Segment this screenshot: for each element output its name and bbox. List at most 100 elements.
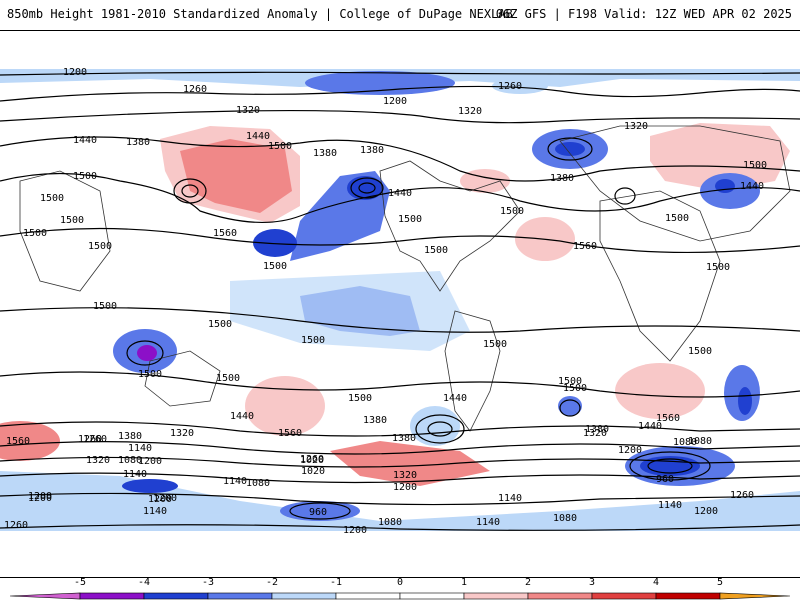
coastline (144, 350, 221, 407)
contour-label: 1320 (458, 106, 482, 117)
scale-segment (207, 592, 273, 600)
map-canvas: 1200 1260 1200 1260 1320 1440 1380 1500 … (0, 67, 800, 536)
anomaly-shade (650, 123, 790, 191)
contour-label: 1380 (585, 424, 609, 435)
contour-label: 1260 (78, 434, 102, 445)
contour-label: 960 (309, 507, 327, 518)
scale-segment (335, 592, 401, 600)
height-contour (289, 502, 351, 520)
scale-arrow-left (9, 592, 81, 600)
contour-label: 1560 (6, 436, 30, 447)
height-contour (629, 451, 711, 481)
scale-tick-label: 0 (397, 577, 403, 588)
anomaly-shade (330, 441, 490, 486)
color-scale-bar: -5 -4 -3 -2 -1 0 1 2 3 4 5 (0, 574, 800, 600)
coastline (444, 310, 501, 432)
scale-tick-label: 4 (653, 577, 659, 588)
height-contour (0, 227, 800, 254)
scale-tick-label: 2 (525, 577, 531, 588)
contour-label: 1140 (658, 500, 682, 511)
contour-label: 1500 (73, 171, 97, 182)
contour-label: 1140 (223, 476, 247, 487)
contour-label: 1500 (424, 245, 448, 256)
contour-label: 1140 (143, 506, 167, 517)
contour-label: 1260 (4, 520, 28, 531)
contour-label: 1200 (63, 67, 87, 78)
scale-segment (143, 592, 209, 600)
contour-label: 1320 (393, 470, 417, 481)
contour-label: 1500 (208, 319, 232, 330)
contour-label: 1380 (118, 431, 142, 442)
anomaly-shade (715, 179, 735, 193)
contour-label: 1500 (398, 214, 422, 225)
contour-label: 1080 (118, 455, 142, 466)
height-contour (0, 472, 800, 484)
contour-label: 1500 (688, 346, 712, 357)
contour-label: 1500 (138, 369, 162, 380)
anomaly-shade (245, 376, 325, 436)
contour-label: 1200 (694, 506, 718, 517)
contour-label: 1260 (83, 434, 107, 445)
contour-label: 1500 (706, 262, 730, 273)
contour-label: 1500 (743, 160, 767, 171)
height-contour (0, 136, 800, 182)
contour-label: 1200 (618, 445, 642, 456)
contour-label: 1380 (363, 415, 387, 426)
height-contour (0, 492, 800, 506)
height-contour (173, 178, 207, 204)
contour-label: 1500 (301, 335, 325, 346)
height-contour (0, 307, 800, 333)
contour-label: 1320 (170, 428, 194, 439)
height-contour (181, 184, 199, 198)
contour-label: 1500 (93, 301, 117, 312)
contour-label: 1380 (392, 433, 416, 444)
contour-label: 1320 (236, 105, 260, 116)
anomaly-shade (492, 78, 548, 94)
contour-label: 1200 (148, 494, 172, 505)
contour-label: 1500 (665, 213, 689, 224)
contour-label: 1500 (60, 215, 84, 226)
coastline (379, 160, 521, 292)
anomaly-shade (0, 471, 800, 531)
contour-label: 1500 (23, 228, 47, 239)
anomaly-shade (347, 176, 383, 200)
anomaly-shade (615, 363, 705, 419)
height-contour (0, 109, 800, 124)
contour-label: 1500 (216, 373, 240, 384)
scale-segment (591, 592, 657, 600)
anomaly-shade (253, 229, 297, 257)
contour-label: 1020 (300, 455, 324, 466)
contour-label: 1200 (153, 493, 177, 504)
contour-label: 1140 (476, 517, 500, 528)
contour-label: 1500 (558, 376, 582, 387)
contour-label: 1140 (498, 493, 522, 504)
contour-label: 1200 (28, 491, 52, 502)
anomaly-shade (0, 421, 60, 461)
height-contour (350, 177, 384, 199)
contour-label: 1200 (383, 96, 407, 107)
anomaly-shade (230, 271, 470, 351)
height-contour (0, 441, 800, 455)
contour-label: 1200 (28, 493, 52, 504)
height-contour (0, 421, 800, 437)
contour-label: 1440 (388, 188, 412, 199)
height-contour (0, 85, 800, 102)
contour-label: 1080 (553, 513, 577, 524)
coastline (19, 170, 111, 292)
contour-label: 1320 (583, 428, 607, 439)
height-contour (0, 371, 800, 398)
scale-segment (655, 592, 721, 600)
scale-segment (527, 592, 593, 600)
contour-label: 1320 (624, 121, 648, 132)
anomaly-shade (738, 387, 752, 415)
height-contour (427, 421, 453, 437)
scale-tick-label: 1 (461, 577, 467, 588)
height-contour (0, 524, 800, 531)
contour-label: 1440 (230, 411, 254, 422)
contour-label: 1260 (498, 81, 522, 92)
contour-label: 1440 (638, 421, 662, 432)
scale-tick-label: -3 (202, 577, 214, 588)
color-scale-svg: -5 -4 -3 -2 -1 0 1 2 3 4 5 (9, 577, 791, 600)
contour-label: 1500 (268, 141, 292, 152)
contour-label: 1560 (573, 241, 597, 252)
